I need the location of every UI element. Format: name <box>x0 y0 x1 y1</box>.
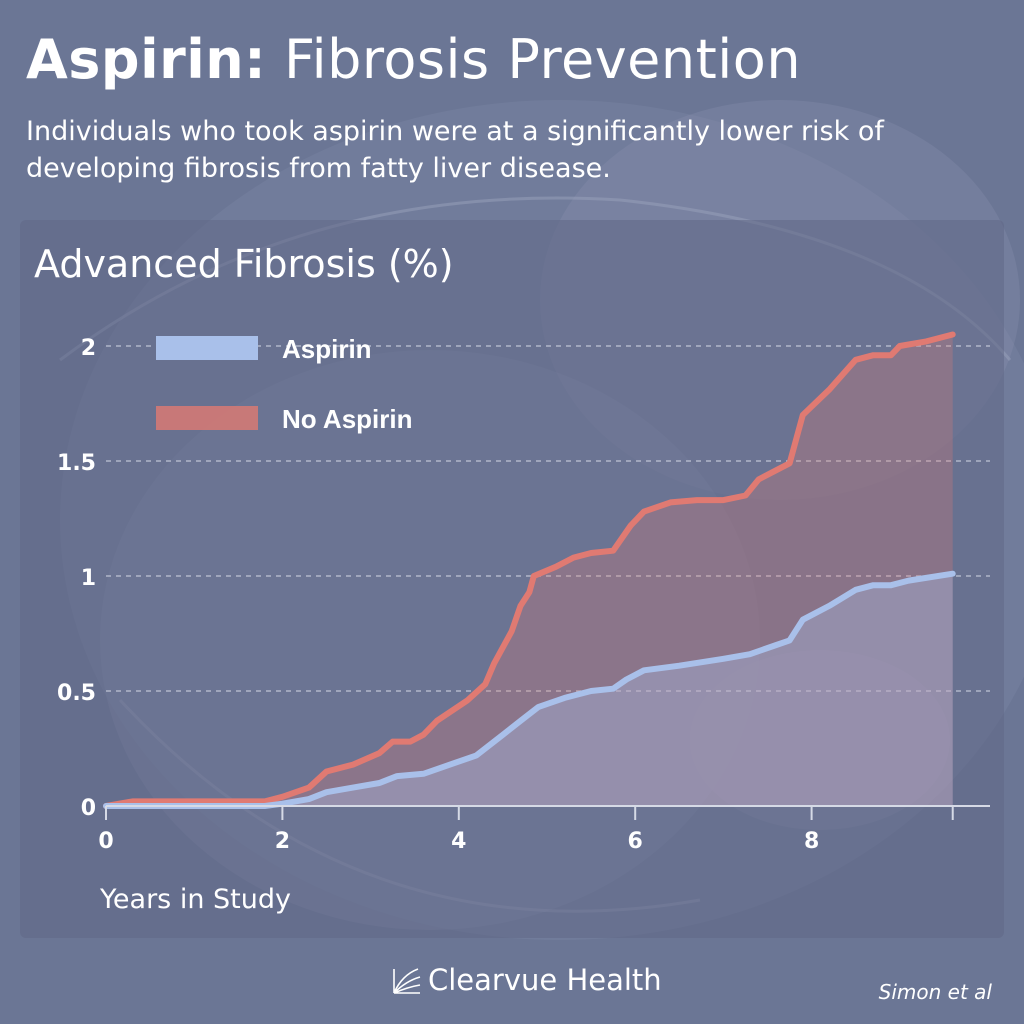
brand-mark-icon <box>393 968 421 994</box>
gridlines <box>106 345 990 692</box>
title-bold: Aspirin: <box>26 28 267 91</box>
x-tick-label: 4 <box>451 829 466 854</box>
series-areas <box>106 334 953 806</box>
page-subtitle: Individuals who took aspirin were at a s… <box>26 116 884 184</box>
y-tick-label: 1.5 <box>57 451 96 476</box>
legend-label-aspirin: Aspirin <box>282 334 372 364</box>
brand-name: Clearvue Health <box>428 963 662 997</box>
series-line-aspirin <box>103 570 956 809</box>
x-tick-label: 2 <box>275 829 290 854</box>
series-area-no-aspirin <box>106 334 953 806</box>
page-title: Aspirin: Fibrosis Prevention <box>26 28 801 91</box>
source-credit: Simon et al <box>878 980 992 1004</box>
brand-logo: Clearvue Health <box>392 958 662 1002</box>
y-tick-label: 1 <box>81 566 96 591</box>
x-tick-label: 8 <box>804 829 819 854</box>
y-tick-label: 2 <box>81 336 96 361</box>
legend-swatch-no-aspirin <box>156 406 258 430</box>
title-rest: Fibrosis Prevention <box>283 28 802 91</box>
y-tick-label: 0 <box>81 796 96 821</box>
series-area-aspirin <box>106 573 953 806</box>
series-lines <box>103 331 956 809</box>
x-axis-label: Years in Study <box>100 884 291 915</box>
series-line-no-aspirin <box>103 331 956 809</box>
x-tick-label: 0 <box>98 829 113 854</box>
y-tick-label: 0.5 <box>57 681 96 706</box>
chart-title: Advanced Fibrosis (%) <box>34 242 454 286</box>
axes: 0 0.5 1 1.5 2 0 2 4 6 8 <box>57 336 990 854</box>
legend-swatch-aspirin <box>156 336 258 360</box>
legend-label-no-aspirin: No Aspirin <box>282 404 412 434</box>
legend: Aspirin No Aspirin <box>156 334 412 434</box>
x-tick-label: 6 <box>628 829 643 854</box>
